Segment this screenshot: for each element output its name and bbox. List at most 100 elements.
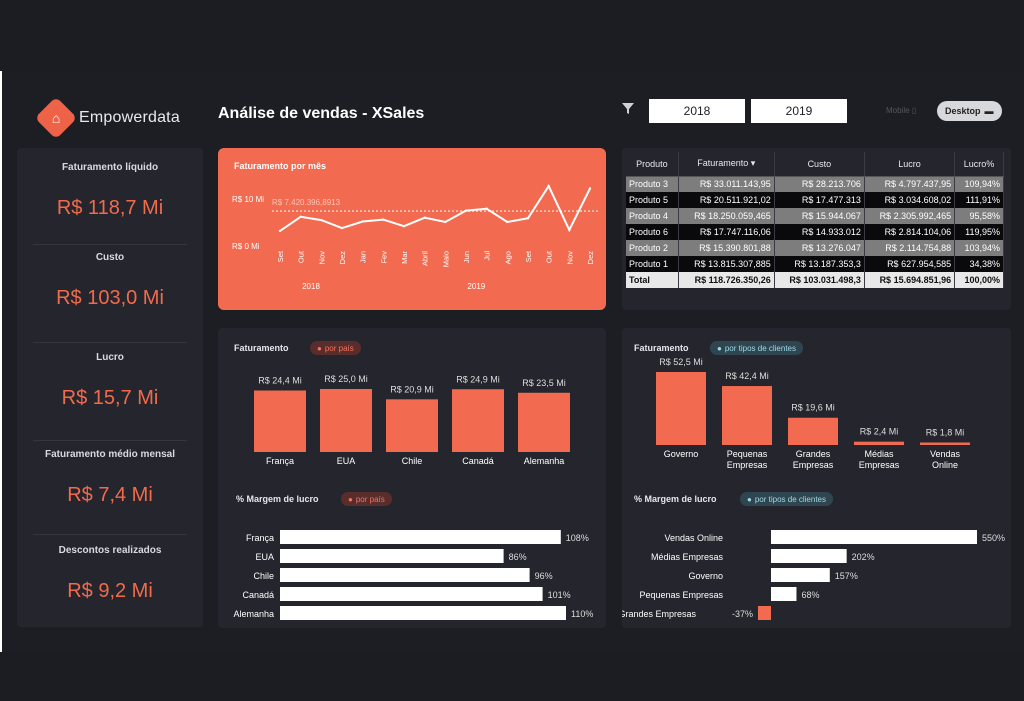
data-label: 550% [982, 533, 1005, 543]
category-label: Chile [402, 456, 423, 466]
map-pin-icon: ● [348, 494, 353, 504]
category-label: Chile [253, 571, 274, 581]
kpi-panel: Faturamento líquido R$ 118,7 Mi Custo R$… [17, 148, 203, 627]
category-label: Empresas [793, 460, 834, 470]
page-title: Análise de vendas - XSales [218, 105, 425, 122]
chip-por-tipos[interactable]: ● por tipos de clientes [740, 492, 833, 506]
table-cell: R$ 13.187.353,3 [774, 256, 865, 272]
table-row[interactable]: Produto 6 R$ 17.747.116,06 R$ 14.933.012 R$… [626, 224, 1004, 240]
bar [280, 530, 561, 544]
table-header-cell[interactable]: Lucro [864, 152, 956, 177]
category-label: Governo [688, 571, 723, 581]
chip-por-pais[interactable]: ● por país [310, 341, 361, 355]
bar [656, 372, 706, 445]
desktop-toggle[interactable]: Desktop ▬ [937, 101, 1002, 121]
table-row[interactable]: Produto 3 R$ 33.011.143,95 R$ 28.213.706 R$… [626, 176, 1004, 192]
x-tick-label: Abril [421, 251, 430, 266]
category-label: Médias Empresas [651, 552, 724, 562]
table-cell: Produto 6 [626, 224, 679, 240]
table-row[interactable]: Produto 2 R$ 15.390.801,88 R$ 13.276.047 R$… [626, 240, 1004, 256]
kpi-lucro: Lucro R$ 15,7 Mi [17, 352, 203, 410]
bar [771, 587, 797, 601]
bar [788, 417, 838, 445]
phone-icon: ▯ [911, 106, 917, 115]
bar [722, 386, 772, 445]
table-cell: R$ 13.276.047 [774, 240, 865, 256]
data-point [278, 229, 282, 233]
chip-por-tipos[interactable]: ● por tipos de clientes [710, 341, 803, 355]
line-chart[interactable]: R$ 10 Mi R$ 0 Mi R$ 7.420.396,8913 Set Out No… [218, 148, 606, 310]
data-label: 202% [852, 552, 875, 562]
category-label: França [246, 533, 274, 543]
table-cell: R$ 17.477.313 [774, 192, 865, 208]
data-point [340, 226, 344, 230]
bar [758, 606, 771, 620]
kpi-value: R$ 118,7 Mi [56, 197, 164, 219]
table-cell: R$ 17.747.116,06 [678, 224, 775, 240]
bar [280, 568, 530, 582]
data-point [526, 216, 530, 220]
bar [280, 549, 504, 563]
filter-icon[interactable] [621, 101, 635, 115]
users-icon: ● [747, 494, 752, 504]
year-filter-2018[interactable]: 2018 [649, 99, 745, 123]
x-tick-label: Out [545, 250, 554, 263]
data-label: R$ 23,5 Mi [522, 378, 566, 388]
table-header-cell[interactable]: Lucro% [954, 152, 1004, 177]
category-label: França [266, 456, 294, 466]
x-tick-label: Jul [483, 251, 492, 261]
year-filter-2019[interactable]: 2019 [751, 99, 847, 123]
brand[interactable]: ⌂ Empowerdata [34, 96, 180, 140]
x-group-label: 2019 [467, 282, 485, 291]
table-header-cell[interactable]: Produto [626, 152, 679, 177]
chip-por-pais[interactable]: ● por país [341, 492, 392, 506]
kpi-value: R$ 7,4 Mi [67, 484, 153, 506]
bar [280, 606, 566, 620]
kpi-value: R$ 103,0 Mi [56, 287, 164, 309]
category-label: Canadá [462, 456, 494, 466]
x-tick-label: Mar [400, 251, 409, 264]
mobile-toggle[interactable]: Mobile ▯ [886, 106, 916, 115]
table-row[interactable]: Produto 1 R$ 13.815.307,885 R$ 13.187.353,… [626, 256, 1004, 272]
client-type-panel: Faturamento ● por tipos de clientes % Mar… [622, 328, 1011, 628]
data-label: R$ 24,4 Mi [258, 376, 302, 386]
table-cell: R$ 15.944.067 [774, 208, 865, 224]
data-label: 157% [835, 571, 858, 581]
category-label: Empresas [859, 460, 900, 470]
kpi-faturamento-medio: Faturamento médio mensal R$ 7,4 Mi [17, 449, 203, 507]
kpi-label: Custo [95, 252, 125, 263]
brand-name: Empowerdata [79, 109, 180, 126]
table-cell: Total [626, 272, 679, 288]
data-label: 110% [571, 609, 593, 619]
y-tick-label: R$ 10 Mi [232, 195, 264, 204]
desktop-label: Desktop [945, 106, 981, 116]
table-row[interactable]: Produto 5 R$ 20.511.921,02 R$ 17.477.313 R$… [626, 192, 1004, 208]
table-header-cell[interactable]: Custo [774, 152, 865, 177]
chip-label: por tipos de clientes [724, 343, 796, 353]
kpi-faturamento: Faturamento líquido R$ 118,7 Mi [17, 162, 203, 220]
x-tick-label: Dez [586, 251, 595, 265]
table-row[interactable]: Produto 4 R$ 18.250.059,465 R$ 15.944.067 R… [626, 208, 1004, 224]
monitor-icon: ▬ [984, 106, 994, 116]
country-charts[interactable]: R$ 24,4 Mi França R$ 25,0 Mi EUA R$ 20,9 Mi C… [218, 328, 606, 628]
chart-title: % Margem de lucro [236, 494, 319, 504]
users-icon: ● [717, 343, 722, 353]
table-cell: 111,91% [954, 192, 1004, 208]
table-header-cell[interactable]: Faturamento ▾ [678, 152, 775, 177]
x-tick-label: Nov [565, 251, 574, 265]
chart-title: Faturamento [634, 343, 689, 353]
table-header-row: Produto Faturamento ▾ Custo Lucro Lucro% [626, 152, 1004, 177]
data-point [485, 207, 488, 210]
table-cell: Produto 2 [626, 240, 679, 256]
monthly-revenue-panel: Faturamento por mês R$ 10 Mi R$ 0 Mi R$ 7.… [218, 148, 606, 310]
table-cell: Produto 5 [626, 192, 679, 208]
data-point [547, 184, 550, 188]
cart-icon: ⌂ [34, 96, 78, 140]
table-cell: R$ 15.390.801,88 [678, 240, 775, 256]
data-label: -37% [732, 609, 753, 619]
category-label: Vendas [930, 449, 961, 459]
sort-down-icon[interactable]: ▾ [748, 158, 756, 169]
bar [771, 568, 830, 582]
bar [920, 442, 970, 445]
